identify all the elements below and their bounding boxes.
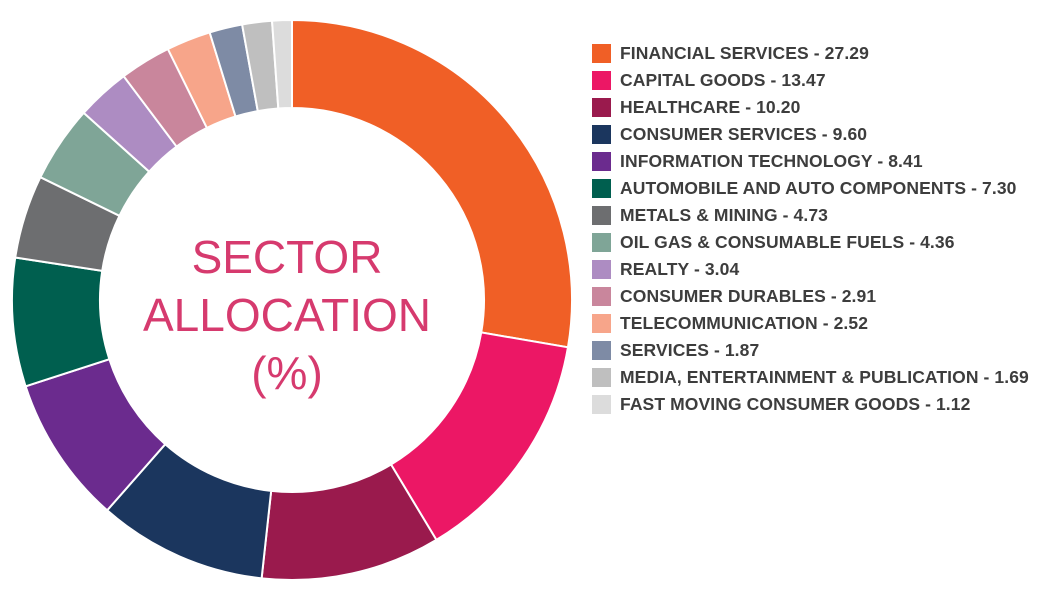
donut-slice-0 xyxy=(291,18,573,349)
legend-swatch-12 xyxy=(592,368,611,387)
legend-swatch-8 xyxy=(592,260,611,279)
legend-item-0: FINANCIAL SERVICES - 27.29 xyxy=(592,40,1057,67)
legend-label-5: AUTOMOBILE AND AUTO COMPONENTS - 7.30 xyxy=(620,178,1017,198)
legend-swatch-7 xyxy=(592,233,611,252)
chart-title-line-1: SECTOR xyxy=(191,231,383,283)
legend-swatch-2 xyxy=(592,98,611,117)
legend-label-12: MEDIA, ENTERTAINMENT & PUBLICATION - 1.6… xyxy=(620,367,1029,387)
legend-swatch-3 xyxy=(592,125,611,144)
legend-item-8: REALTY - 3.04 xyxy=(592,256,1057,283)
legend-item-6: METALS & MINING - 4.73 xyxy=(592,202,1057,229)
donut-chart xyxy=(11,18,573,581)
legend-item-12: MEDIA, ENTERTAINMENT & PUBLICATION - 1.6… xyxy=(592,364,1057,391)
legend-item-9: CONSUMER DURABLES - 2.91 xyxy=(592,283,1057,310)
legend-label-10: TELECOMMUNICATION - 2.52 xyxy=(620,313,869,333)
chart-title: SECTOR ALLOCATION (%) xyxy=(117,228,457,402)
legend-item-5: AUTOMOBILE AND AUTO COMPONENTS - 7.30 xyxy=(592,175,1057,202)
chart-title-line-3: (%) xyxy=(251,347,323,399)
legend-swatch-4 xyxy=(592,152,611,171)
legend-swatch-13 xyxy=(592,395,611,414)
chart-legend: FINANCIAL SERVICES - 27.29 CAPITAL GOODS … xyxy=(592,40,1057,418)
chart-title-line-2: ALLOCATION xyxy=(143,289,431,341)
legend-item-10: TELECOMMUNICATION - 2.52 xyxy=(592,310,1057,337)
legend-swatch-0 xyxy=(592,44,611,63)
legend-label-0: FINANCIAL SERVICES - 27.29 xyxy=(620,43,869,63)
legend-label-6: METALS & MINING - 4.73 xyxy=(620,205,829,225)
legend-swatch-1 xyxy=(592,71,611,90)
donut-slice-13 xyxy=(270,18,293,110)
legend-swatch-6 xyxy=(592,206,611,225)
legend-label-13: FAST MOVING CONSUMER GOODS - 1.12 xyxy=(620,394,971,414)
legend-item-13: FAST MOVING CONSUMER GOODS - 1.12 xyxy=(592,391,1057,418)
legend-label-3: CONSUMER SERVICES - 9.60 xyxy=(620,124,868,144)
legend-item-7: OIL GAS & CONSUMABLE FUELS - 4.36 xyxy=(592,229,1057,256)
legend-label-11: SERVICES - 1.87 xyxy=(620,340,760,360)
legend-label-9: CONSUMER DURABLES - 2.91 xyxy=(620,286,877,306)
legend-label-8: REALTY - 3.04 xyxy=(620,259,740,279)
legend-swatch-5 xyxy=(592,179,611,198)
legend-item-2: HEALTHCARE - 10.20 xyxy=(592,94,1057,121)
legend-item-3: CONSUMER SERVICES - 9.60 xyxy=(592,121,1057,148)
legend-swatch-9 xyxy=(592,287,611,306)
legend-swatch-11 xyxy=(592,341,611,360)
legend-label-1: CAPITAL GOODS - 13.47 xyxy=(620,70,826,90)
legend-item-1: CAPITAL GOODS - 13.47 xyxy=(592,67,1057,94)
legend-label-4: INFORMATION TECHNOLOGY - 8.41 xyxy=(620,151,923,171)
legend-swatch-10 xyxy=(592,314,611,333)
legend-label-7: OIL GAS & CONSUMABLE FUELS - 4.36 xyxy=(620,232,955,252)
legend-item-4: INFORMATION TECHNOLOGY - 8.41 xyxy=(592,148,1057,175)
legend-item-11: SERVICES - 1.87 xyxy=(592,337,1057,364)
legend-label-2: HEALTHCARE - 10.20 xyxy=(620,97,801,117)
